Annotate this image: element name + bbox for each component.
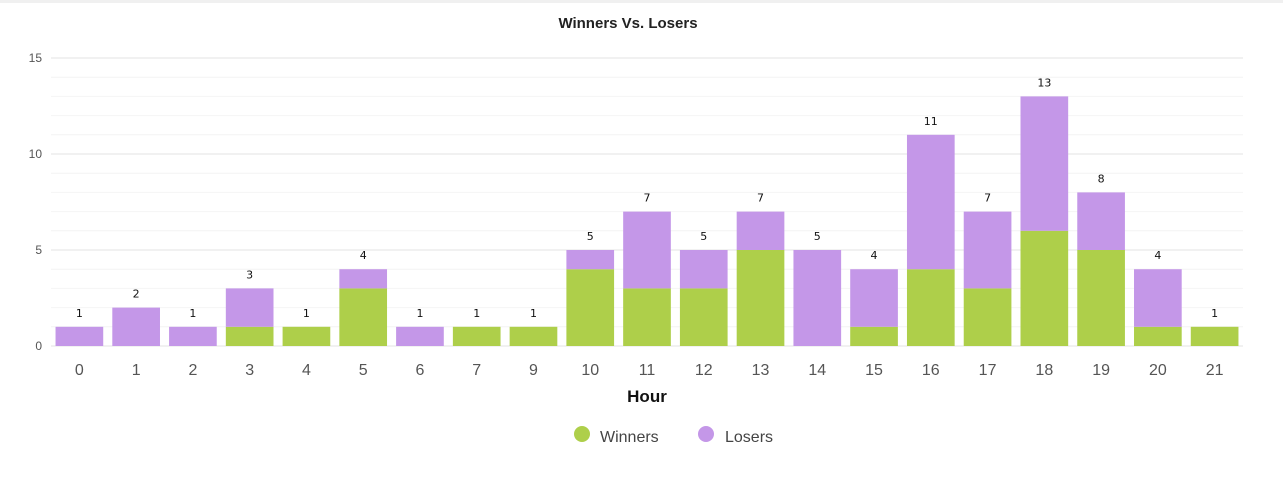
bar-winners-7[interactable] [452, 326, 501, 346]
total-label-5: 4 [360, 249, 367, 262]
total-label-15: 4 [871, 249, 878, 262]
x-tick-label: 14 [808, 362, 826, 379]
bar-winners-13[interactable] [736, 250, 785, 346]
bar-winners-9[interactable] [509, 326, 558, 346]
y-tick-label: 5 [35, 243, 42, 257]
total-label-11: 7 [644, 192, 651, 205]
x-axis-label: Hour [627, 387, 667, 406]
bar-winners-10[interactable] [566, 269, 615, 346]
x-tick-label: 6 [415, 362, 424, 379]
bar-winners-21[interactable] [1190, 326, 1239, 346]
bar-losers-18[interactable] [1020, 96, 1069, 231]
bar-losers-12[interactable] [679, 250, 728, 289]
bar-winners-5[interactable] [339, 288, 388, 346]
total-label-12: 5 [700, 230, 707, 243]
bar-losers-20[interactable] [1134, 269, 1182, 327]
x-tick-label: 13 [752, 362, 770, 379]
total-label-3: 3 [246, 268, 253, 281]
legend-label-losers: Losers [725, 429, 773, 446]
bar-winners-17[interactable] [963, 288, 1012, 346]
bar-winners-19[interactable] [1077, 250, 1125, 346]
total-label-14: 5 [814, 230, 821, 243]
total-label-2: 1 [189, 307, 196, 320]
total-label-16: 11 [924, 115, 938, 128]
total-label-4: 1 [303, 307, 310, 320]
x-tick-label: 17 [979, 362, 997, 379]
bar-losers-2[interactable] [169, 326, 217, 346]
total-label-7: 1 [473, 307, 480, 320]
legend-swatch-winners [574, 426, 590, 442]
bar-losers-5[interactable] [339, 269, 388, 289]
x-tick-label: 7 [472, 362, 481, 379]
total-label-18: 13 [1037, 76, 1051, 89]
x-axis-ticks: 0 1 2 3 4 5 6 7 9 10 11 12 13 14 15 16 17 18 19 20 21 [75, 362, 1224, 379]
x-tick-label: 10 [581, 362, 599, 379]
x-tick-label: 11 [639, 362, 656, 379]
x-tick-label: 5 [359, 362, 368, 379]
bar-losers-16[interactable] [906, 134, 955, 270]
total-label-20: 4 [1154, 249, 1161, 262]
x-tick-label: 9 [529, 362, 538, 379]
x-tick-label: 1 [132, 362, 141, 379]
y-tick-label: 15 [29, 51, 43, 65]
total-label-9: 1 [530, 307, 537, 320]
y-axis-ticks: 0 5 10 15 [29, 51, 43, 353]
x-tick-label: 3 [245, 362, 254, 379]
bar-losers-11[interactable] [623, 211, 671, 289]
legend-item-winners[interactable]: Winners [574, 426, 659, 446]
chart-title: Winners Vs. Losers [558, 15, 697, 32]
total-label-21: 1 [1211, 307, 1218, 320]
legend: Winners Losers [574, 426, 773, 446]
total-label-1: 2 [133, 288, 140, 301]
y-tick-label: 10 [29, 147, 43, 161]
x-tick-label: 2 [188, 362, 197, 379]
top-border-strip [0, 0, 1283, 3]
bar-losers-14[interactable] [793, 250, 842, 346]
x-tick-label: 19 [1092, 362, 1110, 379]
bar-winners-3[interactable] [225, 326, 274, 346]
total-label-10: 5 [587, 230, 594, 243]
bar-winners-20[interactable] [1134, 326, 1182, 346]
bar-losers-10[interactable] [566, 250, 615, 270]
total-label-6: 1 [416, 307, 423, 320]
x-tick-label: 4 [302, 362, 311, 379]
bar-losers-19[interactable] [1077, 192, 1125, 250]
bar-winners-18[interactable] [1020, 230, 1069, 346]
bar-losers-3[interactable] [225, 288, 274, 327]
x-tick-label: 12 [695, 362, 713, 379]
bar-winners-15[interactable] [850, 326, 898, 346]
total-label-19: 8 [1098, 172, 1105, 185]
total-label-13: 7 [757, 192, 764, 205]
bar-losers-17[interactable] [963, 211, 1012, 289]
bar-losers-0[interactable] [55, 326, 104, 346]
x-tick-label: 16 [922, 362, 940, 379]
bar-winners-11[interactable] [623, 288, 671, 346]
bar-winners-12[interactable] [679, 288, 728, 346]
legend-item-losers[interactable]: Losers [698, 426, 773, 446]
total-label-0: 1 [76, 307, 83, 320]
x-tick-label: 18 [1035, 362, 1053, 379]
bar-winners-16[interactable] [906, 269, 955, 346]
bar-losers-1[interactable] [112, 307, 160, 346]
bars-group [55, 96, 1239, 346]
x-tick-label: 21 [1206, 362, 1224, 379]
legend-label-winners: Winners [600, 429, 659, 446]
y-tick-label: 0 [35, 339, 42, 353]
bar-losers-13[interactable] [736, 211, 785, 250]
total-label-17: 7 [984, 192, 991, 205]
x-tick-label: 0 [75, 362, 84, 379]
x-tick-label: 15 [865, 362, 883, 379]
bar-losers-15[interactable] [850, 269, 898, 327]
bar-losers-6[interactable] [396, 326, 444, 346]
legend-swatch-losers [698, 426, 714, 442]
x-tick-label: 20 [1149, 362, 1167, 379]
bar-winners-4[interactable] [282, 326, 331, 346]
